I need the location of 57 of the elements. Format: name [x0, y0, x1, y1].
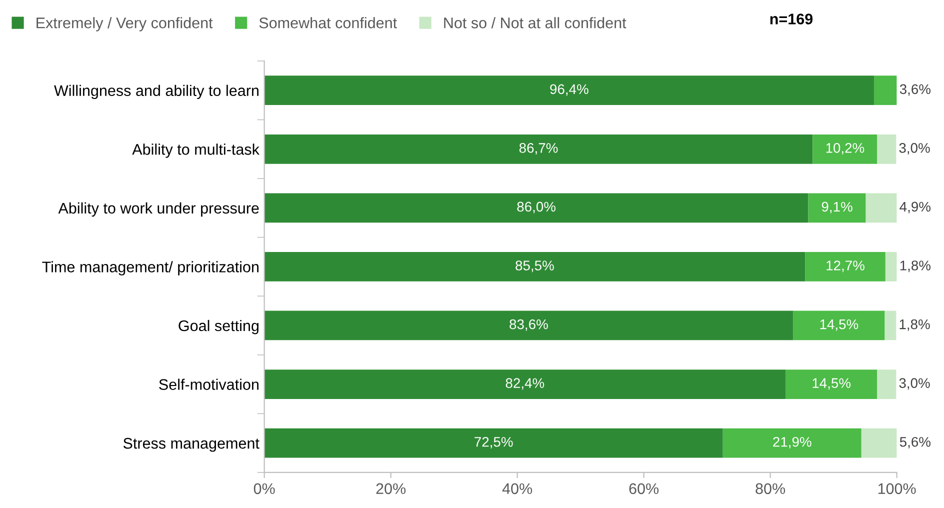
- bar: [264, 370, 786, 399]
- x-tick-label: 100%: [878, 483, 916, 494]
- data-label: 12,7%: [826, 260, 864, 272]
- bar: [722, 428, 862, 458]
- data-label: 14,5%: [812, 378, 851, 390]
- y-tick-label: Ability to work under pressure: [58, 202, 259, 217]
- data-label: 1,8%: [900, 319, 930, 331]
- bar: [885, 252, 897, 282]
- bar: [884, 310, 896, 340]
- bar: [805, 252, 886, 282]
- bar: [264, 252, 806, 282]
- x-tick-label: 0%: [254, 483, 275, 494]
- bar: [793, 310, 885, 340]
- bar: [874, 76, 897, 106]
- data-label: 96,4%: [550, 84, 588, 96]
- bar: [264, 193, 808, 223]
- legend-label: Not so / Not at all confident: [444, 17, 626, 28]
- legend-label: Somewhat confident: [259, 17, 397, 28]
- bar: [264, 134, 813, 164]
- y-tick-label: Self-motivation: [159, 378, 258, 390]
- data-label: 72,5%: [474, 436, 513, 448]
- bar: [877, 134, 896, 164]
- bar: [808, 193, 866, 223]
- data-label: 3,6%: [900, 84, 930, 96]
- data-label: 10,2%: [826, 143, 864, 155]
- bar: [866, 193, 897, 223]
- x-tick-label: 60%: [629, 483, 659, 494]
- x-tick-label: 20%: [376, 483, 406, 494]
- data-label: 14,5%: [820, 319, 858, 331]
- bar: [812, 134, 878, 164]
- data-label: 86,0%: [517, 202, 556, 214]
- y-tick-label: Time management/ prioritization: [42, 261, 258, 276]
- data-label: 85,5%: [516, 260, 554, 272]
- bar: [877, 370, 896, 399]
- legend-label: Extremely / Very confident: [36, 17, 213, 32]
- bar: [861, 428, 897, 458]
- text: n=169: [770, 14, 813, 24]
- data-label: 86,7%: [519, 143, 558, 155]
- y-tick-label: Stress management: [123, 438, 260, 452]
- y-tick-label: Ability to multi-task: [132, 144, 260, 158]
- data-label: 21,9%: [773, 436, 812, 448]
- bar: [264, 428, 723, 458]
- data-label: 3,0%: [899, 378, 930, 390]
- data-label: 3,0%: [899, 143, 930, 155]
- data-label: 5,6%: [900, 436, 930, 448]
- data-label: 9,1%: [822, 202, 852, 214]
- x-tick-label: 80%: [756, 483, 786, 494]
- data-label: 83,6%: [510, 319, 548, 331]
- bar: [264, 76, 874, 106]
- x-tick-label: 40%: [502, 483, 532, 494]
- data-label: 82,4%: [506, 378, 544, 390]
- y-tick-label: Willingness and ability to learn: [54, 84, 258, 100]
- bar: [264, 310, 794, 340]
- bar: [785, 370, 878, 399]
- y-tick-label: Goal setting: [178, 320, 258, 334]
- data-label: 1,8%: [900, 260, 930, 272]
- data-label: 4,9%: [900, 202, 930, 214]
